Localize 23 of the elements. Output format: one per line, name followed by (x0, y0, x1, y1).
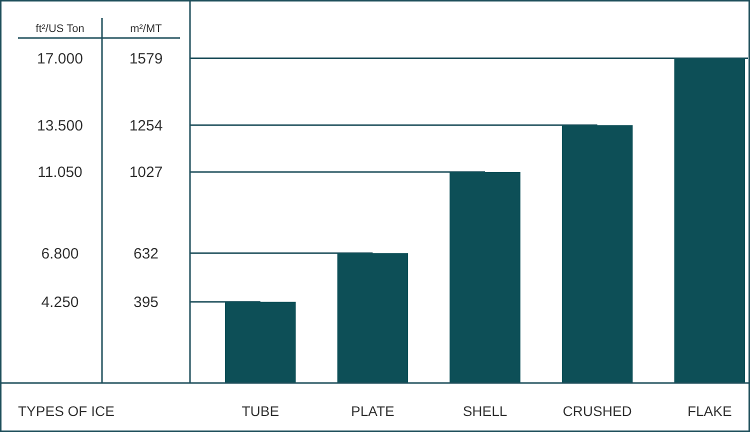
y-tick-label: 4.250 (41, 294, 79, 312)
y-tick-label: 6.800 (41, 245, 79, 262)
x-axis-title: TYPES OF ICE (18, 403, 114, 419)
bar (337, 253, 408, 383)
x-tick-label: CRUSHED (562, 403, 632, 419)
y-tick-label: 17.000 (37, 50, 83, 68)
y2-tick-label: 1027 (129, 164, 163, 182)
x-tick-label: FLAKE (687, 403, 732, 419)
y2-axis-title: m²/MT (130, 23, 162, 35)
y2-tick-label: 1579 (129, 50, 163, 68)
y-axis-title: ft²/US Ton (36, 23, 84, 35)
y-tick-label: 13.500 (37, 117, 83, 134)
x-tick-label: SHELL (462, 403, 508, 419)
bar (674, 58, 745, 383)
x-tick-label: TUBE (242, 403, 280, 419)
bar (562, 125, 633, 383)
y-tick-label: 11.050 (38, 164, 82, 182)
y2-tick-label: 395 (133, 294, 159, 312)
y2-tick-label: 632 (133, 245, 159, 262)
y2-tick-label: 1254 (129, 117, 163, 134)
bar (450, 172, 520, 383)
bar (225, 302, 296, 383)
x-tick-label: PLATE (351, 403, 394, 419)
